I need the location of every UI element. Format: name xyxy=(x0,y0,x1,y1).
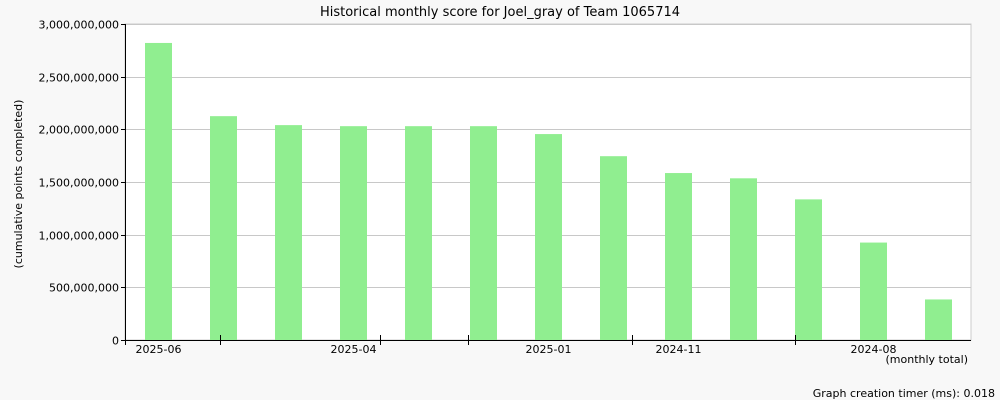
x-tick-label: 2025-06 xyxy=(136,343,182,356)
bar-2024-09 xyxy=(730,178,757,340)
bar-2024-06 xyxy=(925,299,952,340)
bar-2025-05 xyxy=(210,116,237,341)
x-axis-label: (monthly total) xyxy=(886,353,969,366)
y-tick-label: 500,000,000 xyxy=(49,282,119,295)
x-tick-label: 2024-08 xyxy=(851,343,897,356)
x-tick-label: 2025-04 xyxy=(331,343,377,356)
y-tick-label: 0 xyxy=(112,335,119,348)
bar-2025-04 xyxy=(275,125,302,341)
x-tick-label: 2024-11 xyxy=(656,343,702,356)
bar-2025-02 xyxy=(405,126,432,340)
bar-2025-03 xyxy=(340,126,367,340)
graph-timer-text: Graph creation timer (ms): 0.018 xyxy=(813,387,995,400)
x-tick-label: 2025-01 xyxy=(526,343,572,356)
y-tick-label: 1,500,000,000 xyxy=(39,177,119,190)
bar-2024-08 xyxy=(795,199,822,340)
y-tick-label: 3,000,000,000 xyxy=(39,19,119,32)
y-axis-label: (cumulative points completed) xyxy=(12,100,25,269)
bar-2024-12 xyxy=(535,134,562,340)
x-axis: 2025-06 2025-04 2025-01 2024-11 2024-08 xyxy=(125,335,971,356)
y-tick-label: 1,000,000,000 xyxy=(39,230,119,243)
y-tick-label: 2,000,000,000 xyxy=(39,124,119,137)
y-axis: 0 500,000,000 1,000,000,000 1,500,000,000 2,… xyxy=(39,19,126,348)
bar-2025-01 xyxy=(470,126,497,340)
gridlines xyxy=(125,24,971,288)
chart-title: Historical monthly score for Joel_gray o… xyxy=(320,5,680,20)
bar-2024-07 xyxy=(860,242,887,340)
bar-2024-10 xyxy=(665,173,692,340)
bars xyxy=(145,42,952,341)
bar-2025-06 xyxy=(145,42,172,341)
bar-2024-11 xyxy=(600,156,627,340)
y-tick-label: 2,500,000,000 xyxy=(39,72,119,85)
